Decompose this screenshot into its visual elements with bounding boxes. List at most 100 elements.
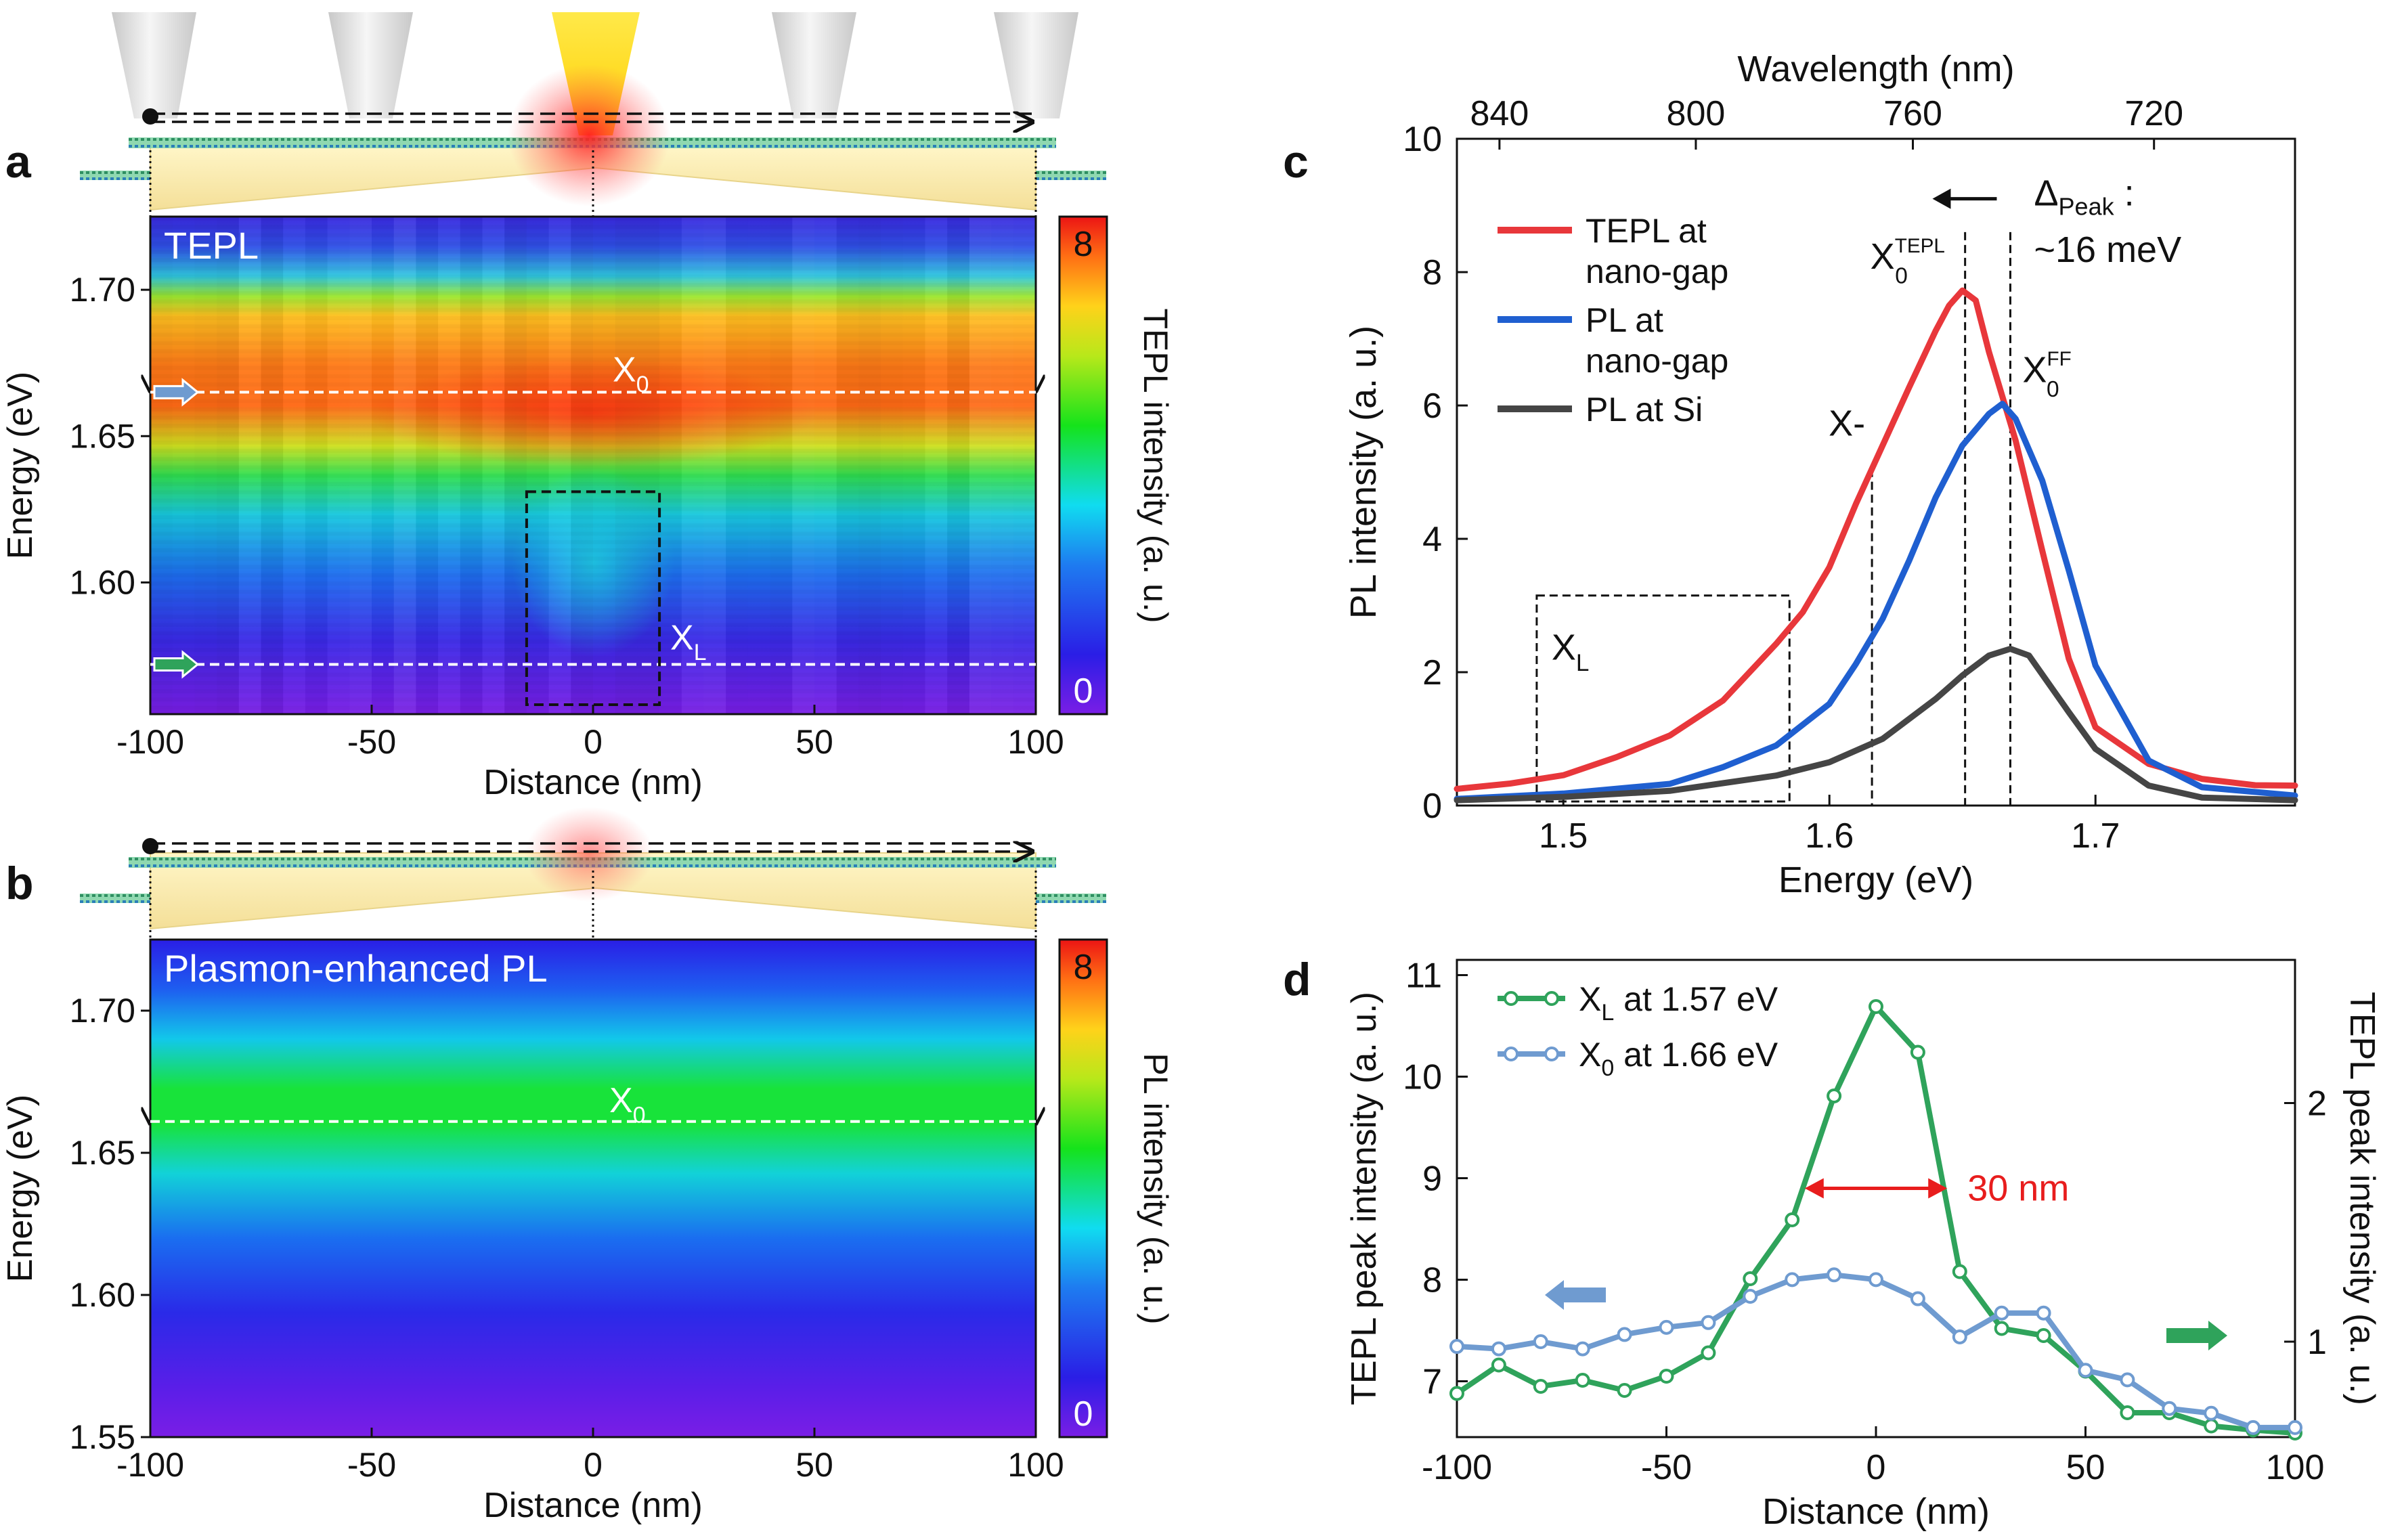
y-tick-label: 7 <box>1422 1363 1442 1402</box>
y-tick-label: 1.65 <box>70 417 135 455</box>
data-point <box>1533 1334 1548 1349</box>
data-point <box>2120 1405 2135 1420</box>
texture-band <box>150 267 1036 271</box>
colorbar-label: PL intensity (a. u.) <box>1137 1053 1175 1324</box>
texture-stripe <box>482 217 505 714</box>
texture-stripe <box>881 217 903 714</box>
texture-stripe <box>703 217 726 714</box>
texture-band <box>150 515 1036 519</box>
panel-c: c 1.5 1.6 1.7 0 2 4 6 8 10 840 800 760 720 Energy (eV… <box>1283 49 2298 900</box>
data-point <box>1575 1341 1590 1357</box>
texture-stripe <box>504 217 527 714</box>
tip-icon <box>772 12 856 118</box>
xl-label: XL <box>670 619 706 666</box>
axes-a: -100 -50 0 50 100 1.60 1.65 1.70 Distance (nm) En… <box>1 271 1064 802</box>
data-point <box>1617 1383 1632 1398</box>
data-point <box>1533 1379 1548 1394</box>
texture-band <box>150 648 1036 652</box>
texture-band <box>150 250 1036 254</box>
y-right-tick-label: 1 <box>2307 1323 2327 1362</box>
x-tick-label: -50 <box>347 1446 396 1484</box>
panel-label-d: d <box>1283 954 1311 1005</box>
y-axis-label: TEPL peak intensity (a. u.) <box>1345 992 1384 1405</box>
texture-band <box>150 457 1036 461</box>
texture-stripe <box>836 217 859 714</box>
legend-marker <box>1504 1047 1519 1061</box>
texture-band <box>150 640 1036 644</box>
legend-label: PL at <box>1586 301 1663 339</box>
x-tick-label: -100 <box>1422 1448 1492 1487</box>
y-axis-label: Energy (eV) <box>1 372 40 559</box>
y-tick-label: 1.60 <box>70 563 135 601</box>
texture-stripe <box>349 217 372 714</box>
colorbar-b <box>1058 938 1108 1438</box>
texture-band <box>150 466 1036 470</box>
data-point <box>2078 1363 2093 1378</box>
data-point <box>1952 1264 1967 1279</box>
legend-label: X0 at 1.66 eV <box>1579 1036 1778 1081</box>
tepl-glow <box>508 64 670 206</box>
texture-stripe <box>947 217 969 714</box>
panel-b: -100 -50 0 50 100 1.55 1.60 1.65 1.70 Distance (n… <box>1 807 1175 1525</box>
top-tick-label: 760 <box>1883 94 1942 133</box>
texture-stripe <box>261 217 284 714</box>
texture-band <box>150 449 1036 453</box>
texture-band <box>150 424 1036 428</box>
data-point <box>1491 1341 1506 1357</box>
x-tick-label: 0 <box>584 723 603 761</box>
top-axis-label: Wavelength (nm) <box>1737 49 2014 89</box>
texture-band <box>150 234 1036 238</box>
data-point <box>1659 1369 1674 1384</box>
texture-band <box>150 474 1036 478</box>
colorbar-max-label: 8 <box>1074 948 1093 987</box>
x-tick-label: 1.6 <box>1805 816 1854 856</box>
texture-band <box>150 590 1036 594</box>
x-tick-label: 0 <box>584 1446 603 1484</box>
y-tick-label: 2 <box>1422 653 1442 692</box>
data-point <box>1910 1291 1925 1306</box>
data-point <box>1785 1272 1800 1288</box>
texture-band <box>150 225 1036 229</box>
monolayer-strip <box>80 171 150 180</box>
panel-label-b: b <box>5 858 34 909</box>
fwhm-arrow-right-icon <box>1928 1178 1948 1199</box>
data-point <box>1827 1088 1842 1103</box>
texture-band <box>150 607 1036 611</box>
texture-stripe <box>548 217 571 714</box>
scan-start-dot <box>142 108 158 125</box>
legend-marker <box>1544 991 1559 1006</box>
colorbar-a <box>1058 215 1108 716</box>
substrate-wedge <box>150 852 1036 930</box>
texture-band <box>150 275 1036 279</box>
y-tick-label: 9 <box>1422 1160 1442 1199</box>
pl-glow <box>525 807 653 902</box>
x-tick-label: 50 <box>2066 1448 2105 1487</box>
data-point <box>1449 1386 1464 1401</box>
y-tick-label: 11 <box>1405 956 1442 996</box>
texture-band <box>150 349 1036 353</box>
y-right-axis-label: TEPL peak intensity (a. u.) <box>2342 992 2381 1405</box>
data-point <box>1743 1289 1758 1304</box>
texture-stripe <box>991 217 1014 714</box>
data-point <box>2204 1418 2219 1434</box>
texture-band <box>150 366 1036 370</box>
texture-band <box>150 598 1036 602</box>
x-tick-label: -100 <box>116 1446 184 1484</box>
texture-band <box>150 689 1036 693</box>
overlay-a: TEPL X0 XL <box>150 224 1036 706</box>
tip-icon <box>994 12 1078 118</box>
texture-stripe <box>1013 217 1036 714</box>
texture-band <box>150 507 1036 511</box>
texture-stripe <box>858 217 881 714</box>
data-point <box>1827 1267 1842 1283</box>
texture-band <box>150 399 1036 403</box>
data-point <box>1491 1357 1506 1373</box>
colorbar-min-label: 0 <box>1074 1394 1093 1434</box>
texture-stripe <box>615 217 638 714</box>
x-tick-label: -100 <box>116 723 184 761</box>
fwhm-arrow-left-icon <box>1804 1178 1824 1199</box>
data-point <box>2120 1372 2135 1388</box>
overlay-b: Plasmon-enhanced PL X0 <box>150 947 1036 1128</box>
top-tick-label: 720 <box>2124 94 2183 133</box>
